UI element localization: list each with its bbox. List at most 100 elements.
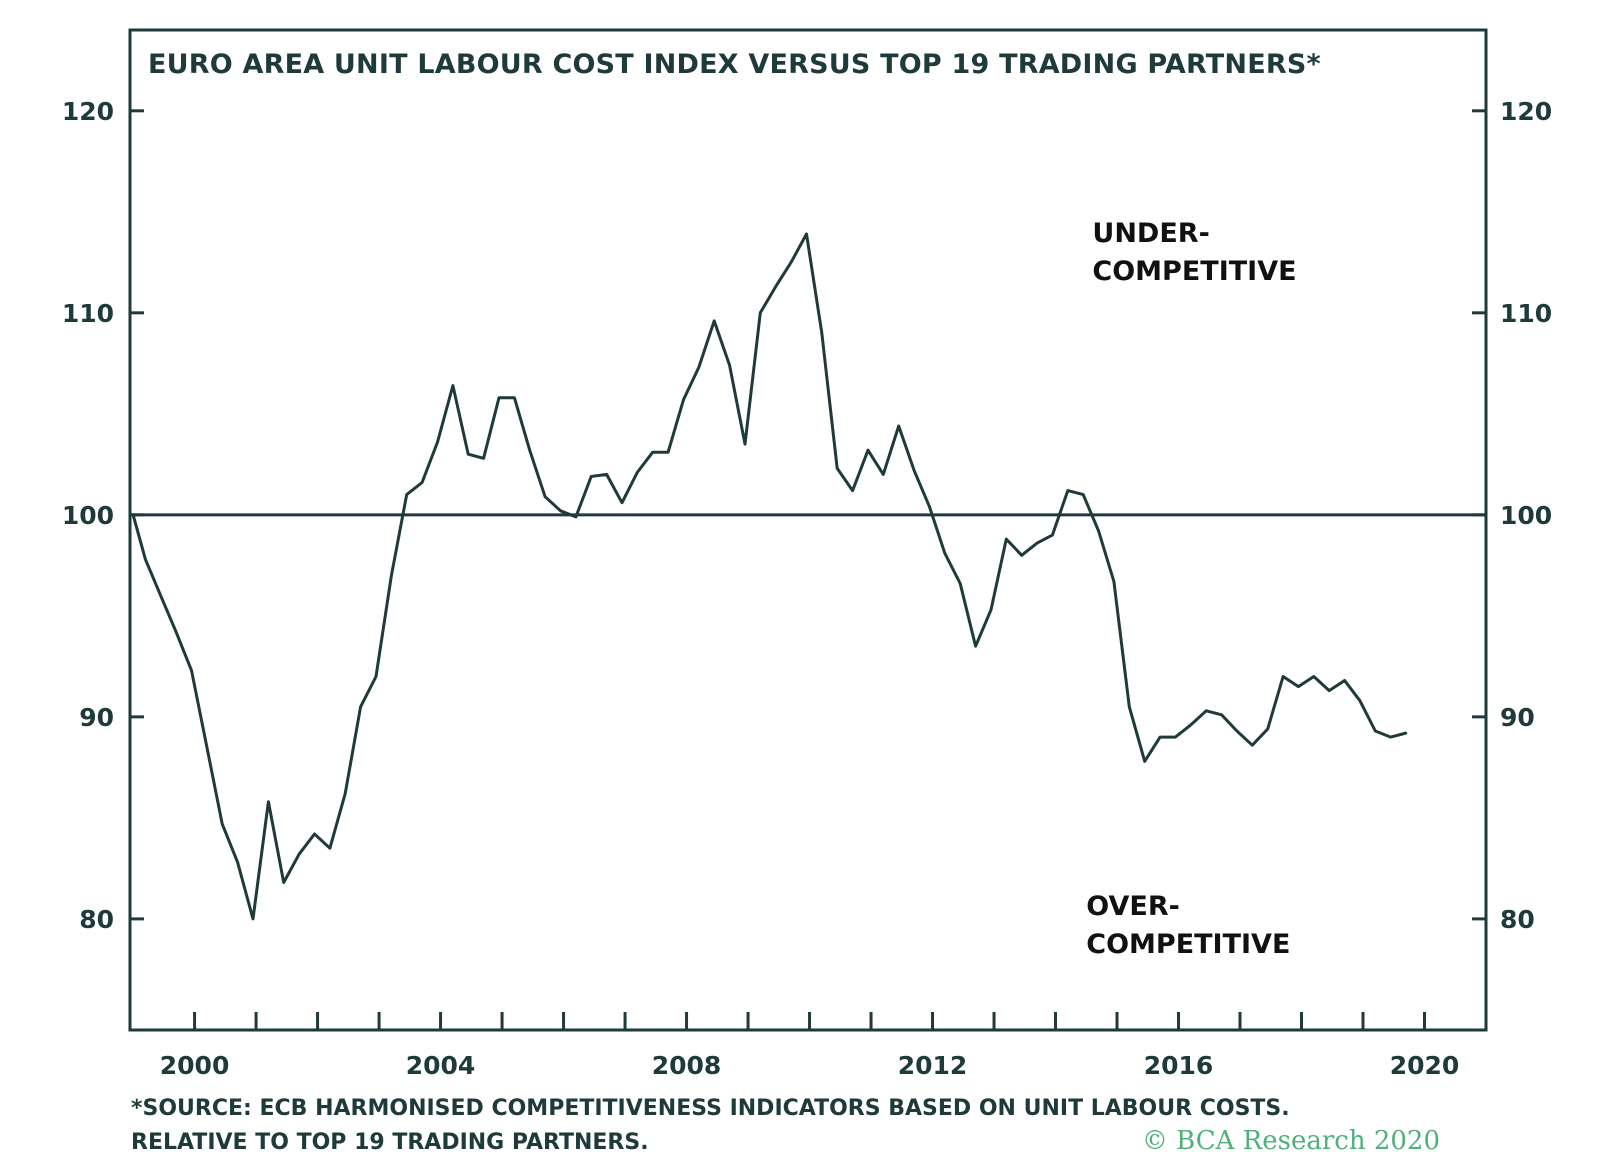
series-point — [190, 669, 193, 672]
series-point — [131, 513, 135, 517]
series-point — [1204, 709, 1208, 713]
annotation-text: UNDER- — [1092, 218, 1209, 249]
series-point — [267, 800, 270, 803]
series-point — [774, 285, 777, 288]
series-point — [1097, 529, 1100, 533]
right-y-tick-label: 100 — [1500, 501, 1552, 530]
series-point — [759, 311, 762, 315]
right-y-tick-label: 90 — [1500, 703, 1535, 732]
series-point — [344, 792, 347, 795]
chart-title: EURO AREA UNIT LABOUR COST INDEX VERSUS … — [148, 49, 1321, 80]
series-point — [313, 832, 316, 836]
series-point — [1066, 489, 1070, 492]
series-point — [1343, 679, 1346, 682]
series-point — [528, 449, 531, 452]
series-point — [1235, 729, 1239, 733]
series-point — [1220, 713, 1223, 717]
series-point — [1251, 743, 1254, 747]
series-point — [789, 261, 793, 264]
left-y-axis: 80 90 100 110 120 — [62, 97, 144, 934]
series-point — [251, 917, 255, 921]
series-point — [1327, 689, 1331, 692]
x-tick-label: 2020 — [1390, 1051, 1460, 1080]
series-point — [590, 475, 593, 478]
series-point — [1389, 735, 1392, 739]
series-point — [513, 396, 516, 399]
x-tick-label: 2000 — [160, 1051, 230, 1080]
series-point — [713, 319, 716, 323]
series-point — [805, 232, 808, 236]
right-y-tick-label: 110 — [1500, 299, 1552, 328]
series-points — [131, 232, 1408, 921]
series-point — [682, 398, 685, 401]
x-tick-label: 2008 — [652, 1051, 722, 1080]
series-point — [359, 705, 362, 708]
x-tick-label: 2016 — [1144, 1051, 1214, 1080]
series-point — [1297, 685, 1300, 688]
series-point — [820, 331, 824, 335]
left-y-tick-label: 120 — [62, 97, 114, 126]
series-point — [1005, 537, 1008, 541]
series-point — [1266, 727, 1269, 731]
footnote-line-1: *SOURCE: ECB HARMONISED COMPETITIVENESS … — [131, 1096, 1290, 1121]
series-point — [543, 495, 547, 498]
series-point — [221, 822, 224, 826]
series-point — [928, 505, 931, 508]
series-point — [897, 424, 900, 428]
left-y-tick-label: 80 — [79, 905, 114, 934]
series-point — [651, 451, 654, 454]
series-point — [943, 552, 947, 555]
series-point — [497, 396, 501, 399]
series-point — [1189, 723, 1193, 727]
plot-frame — [128, 28, 1488, 1032]
series-point — [1281, 675, 1285, 678]
series-point — [174, 630, 178, 634]
series-point — [666, 451, 670, 454]
series-point — [620, 501, 624, 504]
left-y-tick-label: 90 — [79, 703, 114, 732]
annotations: UNDER- COMPETITIVE OVER- COMPETITIVE — [1086, 218, 1296, 960]
series-point — [1020, 554, 1023, 557]
series-point — [374, 675, 378, 678]
annotation-text: COMPETITIVE — [1092, 256, 1296, 287]
x-tick-label: 2004 — [406, 1051, 476, 1080]
series-point — [882, 473, 885, 476]
right-y-axis: 80 90 100 110 120 — [1472, 97, 1552, 934]
series-point — [866, 449, 870, 452]
series-point — [405, 493, 408, 496]
series-point — [297, 853, 301, 856]
series-point — [574, 515, 578, 519]
series-point — [605, 473, 608, 476]
series-point — [1404, 731, 1408, 735]
series-point — [989, 608, 993, 611]
x-axis: 2000 2004 2008 2012 2016 2020 — [160, 1012, 1460, 1080]
series-point — [420, 481, 424, 484]
left-y-tick-label: 100 — [62, 501, 114, 530]
series-point — [697, 366, 701, 369]
series-point — [159, 594, 162, 597]
series-point — [1112, 580, 1116, 583]
series-point — [451, 384, 455, 387]
series-point — [482, 457, 485, 460]
series-point — [559, 509, 562, 513]
series-point — [912, 469, 916, 472]
annotation-text: COMPETITIVE — [1086, 929, 1290, 960]
series-point — [1143, 760, 1146, 763]
series-point — [1312, 675, 1316, 678]
series-point — [1051, 533, 1054, 537]
footnote-line-2: RELATIVE TO TOP 19 TRADING PARTNERS. — [131, 1130, 649, 1155]
series-point — [1081, 493, 1085, 496]
series-point — [328, 846, 332, 850]
series-point — [743, 442, 747, 446]
series-line — [131, 232, 1407, 921]
right-y-tick-label: 80 — [1500, 905, 1535, 934]
series-point — [144, 558, 147, 561]
series-point — [974, 644, 977, 648]
series-point — [1035, 541, 1039, 545]
annotation-text: OVER- — [1086, 891, 1180, 922]
series-point — [390, 574, 393, 577]
right-y-tick-label: 120 — [1500, 97, 1552, 126]
series-point — [467, 453, 470, 456]
footnote: *SOURCE: ECB HARMONISED COMPETITIVENESS … — [131, 1092, 1290, 1160]
